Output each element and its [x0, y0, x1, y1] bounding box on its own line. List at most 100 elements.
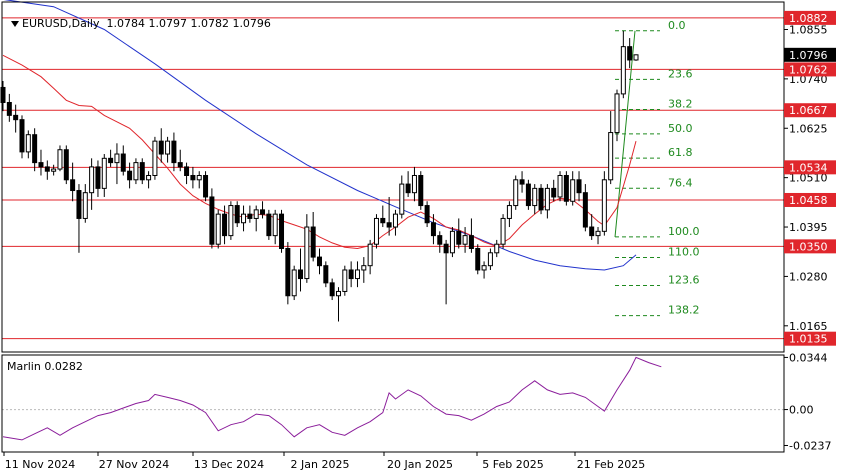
candle-body: [0, 86, 6, 103]
candle-body: [633, 54, 639, 61]
candle-body: [576, 179, 582, 194]
level-label: 1.0534: [789, 161, 828, 174]
candle-body: [405, 183, 411, 194]
candle-body: [386, 222, 392, 228]
fib-level-label: 100.0: [668, 225, 700, 238]
price-tick-label: 1.0625: [789, 122, 828, 135]
candle-body: [563, 174, 569, 202]
fib-level-label: 50.0: [668, 122, 693, 135]
indicator-pane[interactable]: [2, 356, 784, 441]
fib-level-label: 138.2: [668, 304, 700, 317]
marlin-line: [2, 356, 662, 441]
candle-body: [57, 149, 63, 170]
candle-body: [335, 290, 341, 297]
candle-body: [449, 230, 455, 254]
candle-body: [253, 209, 259, 219]
main-price-pane[interactable]: 0.0 23.6 38.2 50.0 61.8 76.4 100.0 110.0 123.6 13…: [0, 0, 784, 340]
fib-level-label: 0.0: [668, 19, 686, 32]
candle-body: [551, 187, 557, 198]
candle-body: [500, 217, 506, 245]
candle-body: [380, 217, 386, 224]
candle-body: [298, 269, 304, 280]
candle-body: [481, 265, 487, 271]
candle-body: [82, 192, 88, 219]
level-label: 1.0667: [789, 104, 828, 117]
candle-body: [120, 153, 126, 172]
date-label: 27 Nov 2024: [99, 458, 169, 471]
candle-body: [323, 265, 329, 284]
candle-body: [595, 230, 601, 237]
candle-body: [329, 282, 335, 297]
main-frame: [1, 1, 785, 353]
candle-body: [525, 183, 531, 207]
candle-body: [190, 174, 196, 181]
candle-body: [538, 187, 544, 211]
chevron-down-icon[interactable]: [11, 21, 19, 27]
candle-body: [456, 230, 462, 245]
date-label: 20 Jan 2025: [387, 458, 453, 471]
candle-body: [399, 183, 405, 215]
candle-body: [196, 174, 202, 181]
indicator-tick-label: 0.00: [789, 404, 814, 417]
fib-level-label: 38.2: [668, 98, 693, 111]
candle-body: [513, 179, 519, 207]
candle-body: [494, 243, 500, 254]
candle-body: [165, 140, 171, 155]
candle-body: [304, 226, 310, 280]
date-label: 2 Jan 2025: [291, 458, 350, 471]
candle-body: [108, 157, 114, 164]
candle-body: [13, 114, 19, 121]
level-label-bg: [784, 192, 836, 207]
candle-body: [354, 269, 360, 280]
candle-body: [215, 213, 221, 245]
candle-body: [95, 166, 101, 189]
date-label: 5 Feb 2025: [482, 458, 543, 471]
candle-body: [557, 174, 563, 198]
candle-body: [348, 269, 354, 280]
candle-body: [101, 157, 107, 189]
fib-level-label: 123.6: [668, 274, 700, 287]
candle-body: [519, 179, 525, 185]
level-label: 1.0458: [789, 194, 828, 207]
candle-body: [532, 187, 538, 207]
fib-level-label: 76.4: [668, 176, 693, 189]
candle-body: [291, 269, 297, 297]
candle-body: [544, 187, 550, 211]
candle-body: [177, 162, 183, 168]
candle-body: [38, 162, 44, 168]
level-label-bg: [784, 331, 836, 346]
candle-body: [260, 209, 266, 215]
candle-body: [158, 140, 164, 155]
candle-body: [342, 269, 348, 292]
level-label: 1.0350: [789, 240, 828, 253]
level-label-bg: [784, 10, 836, 25]
candle-body: [361, 265, 367, 271]
candle-body: [317, 256, 322, 267]
candle-body: [373, 217, 379, 245]
price-tick-label: 1.0855: [789, 23, 828, 36]
symbol-timeframe: EURUSD,Daily: [22, 17, 100, 30]
candle-body: [614, 93, 620, 134]
candle-body: [51, 168, 57, 172]
candle-body: [570, 179, 576, 202]
candle-body: [32, 134, 38, 164]
candle-body: [152, 140, 158, 176]
date-label: 11 Nov 2024: [5, 458, 75, 471]
candle-body: [25, 134, 31, 153]
candle-body: [241, 213, 247, 224]
candle-body: [139, 162, 145, 181]
candle-body: [437, 235, 443, 245]
level-label: 1.0135: [789, 333, 828, 346]
candle-body: [76, 190, 82, 219]
candle-body: [63, 149, 69, 181]
last-price-bg: [784, 47, 836, 62]
indicator-tick-label: 0.0344: [789, 351, 828, 364]
level-label: 1.0882: [789, 12, 828, 25]
candle-body: [184, 166, 190, 176]
candle-body: [424, 205, 430, 224]
fib-level-label: 61.8: [668, 146, 693, 159]
fib-level-label: 23.6: [668, 67, 693, 80]
